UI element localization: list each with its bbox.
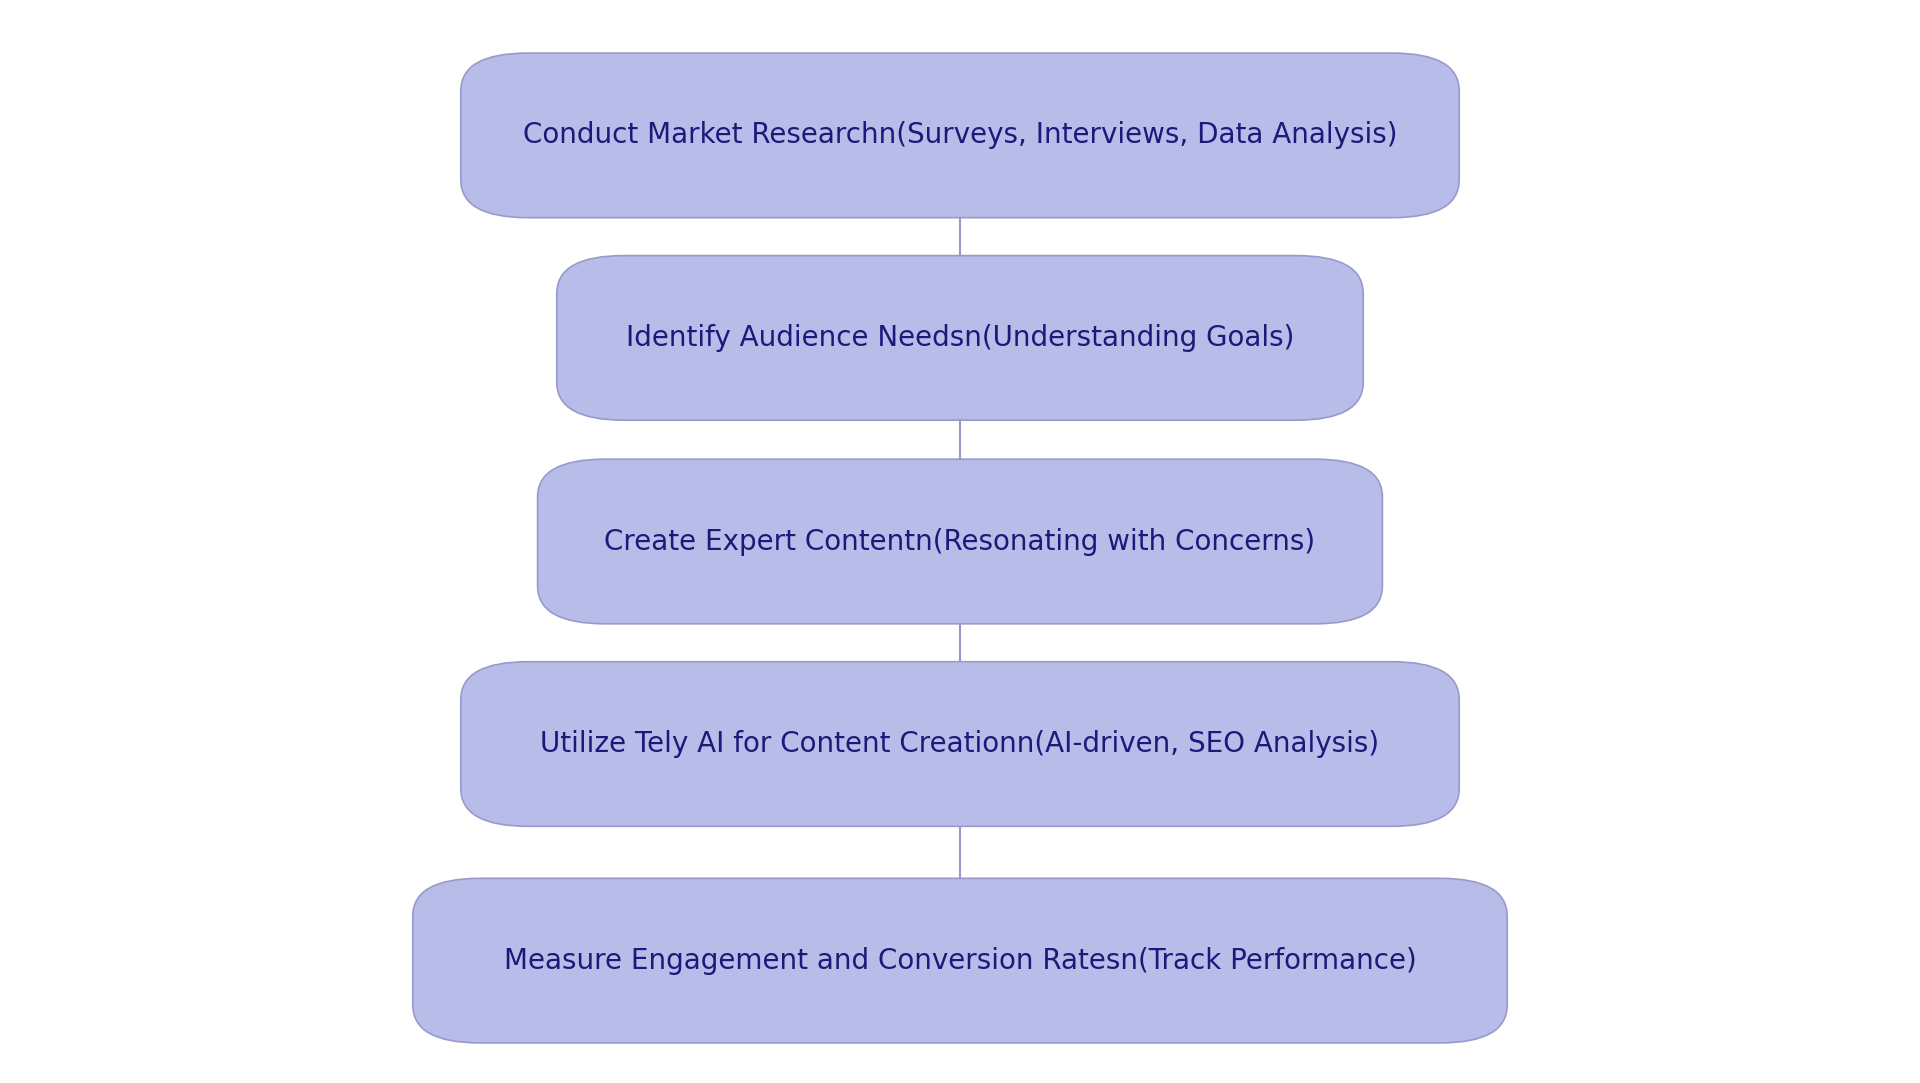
FancyBboxPatch shape [538,459,1382,624]
Text: Identify Audience Needsn(Understanding Goals): Identify Audience Needsn(Understanding G… [626,324,1294,352]
Text: Conduct Market Researchn(Surveys, Interviews, Data Analysis): Conduct Market Researchn(Surveys, Interv… [522,121,1398,149]
FancyBboxPatch shape [413,878,1507,1043]
FancyBboxPatch shape [557,256,1363,420]
Text: Utilize Tely AI for Content Creationn(AI-driven, SEO Analysis): Utilize Tely AI for Content Creationn(AI… [540,730,1380,758]
Text: Create Expert Contentn(Resonating with Concerns): Create Expert Contentn(Resonating with C… [605,527,1315,556]
FancyBboxPatch shape [461,53,1459,218]
Text: Measure Engagement and Conversion Ratesn(Track Performance): Measure Engagement and Conversion Ratesn… [503,947,1417,975]
FancyBboxPatch shape [461,662,1459,826]
